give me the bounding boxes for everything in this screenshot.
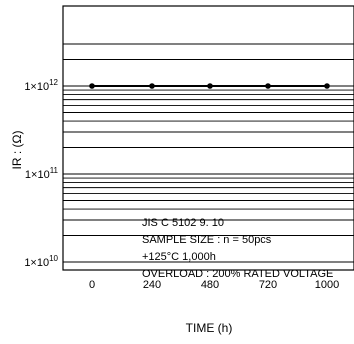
x-tick-label: 720 <box>259 279 277 291</box>
y-axis-title: IR : (Ω) <box>10 131 24 170</box>
data-point <box>89 83 95 89</box>
y-tick-labels: 1×1010 1×1011 1×1012 <box>24 78 58 269</box>
note-overload: OVERLOAD : 200% RATED VOLTAGE <box>142 268 333 280</box>
x-axis-title: TIME (h) <box>186 321 233 335</box>
note-sample-size: SAMPLE SIZE : n = 50pcs <box>142 234 272 246</box>
test-conditions-note: JIS C 5102 9. 10 SAMPLE SIZE : n = 50pcs… <box>142 217 333 280</box>
x-tick-label: 1000 <box>315 279 339 291</box>
data-point <box>324 83 330 89</box>
x-tick-label: 480 <box>201 279 219 291</box>
x-tick-labels: 0 240 480 720 1000 <box>89 279 339 291</box>
series-ir <box>89 83 330 89</box>
grid-lines <box>63 43 354 263</box>
x-tick-label: 240 <box>143 279 161 291</box>
note-standard: JIS C 5102 9. 10 <box>142 217 224 229</box>
data-point <box>265 83 271 89</box>
y-tick-label: 1×1011 <box>25 166 59 181</box>
x-tick-label: 0 <box>89 279 95 291</box>
y-tick-label: 1×1012 <box>24 78 58 93</box>
data-point <box>207 83 213 89</box>
data-point <box>149 83 155 89</box>
plot-frame <box>62 5 354 271</box>
y-tick-label: 1×1010 <box>24 254 58 269</box>
note-temperature-time: +125°C 1,000h <box>142 251 216 263</box>
